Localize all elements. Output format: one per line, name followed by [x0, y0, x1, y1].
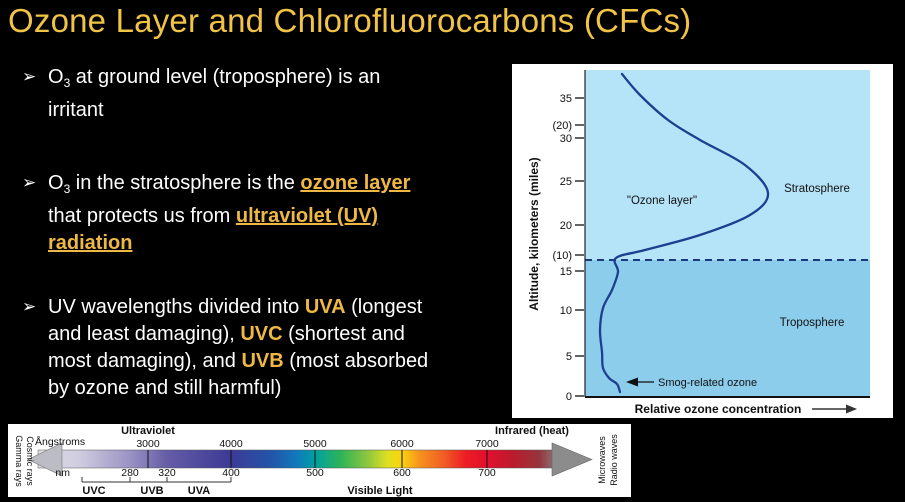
text-run: (most absorbed: [283, 350, 429, 372]
nm-tick-label: 320: [158, 467, 176, 479]
bullet-marker-icon: ➢: [22, 67, 37, 86]
angstrom-unit-label: Ångstroms: [35, 435, 85, 448]
y-axis-label: Altitude, kilometers (miles): [527, 157, 541, 310]
text-run: (shortest and: [282, 323, 405, 345]
x-axis-arrow-head-icon: [846, 404, 857, 414]
bullet-item: ➢ O3 in the stratosphere is the ozone lay…: [22, 170, 410, 257]
text-run: irritant: [48, 99, 104, 121]
text-run: at ground level (troposphere) is an: [70, 66, 381, 88]
infrared-band-label: Infrared (heat): [495, 425, 569, 437]
bullet-line: irritant: [48, 97, 380, 124]
visible-light-label: Visible Light: [347, 485, 413, 497]
highlighted-text: UVC: [240, 323, 283, 345]
y-tick-label: 35: [560, 93, 572, 105]
highlighted-text: ozone layer: [300, 172, 411, 194]
cosmic-rays-label: Cosmic rays: [25, 436, 35, 486]
text-run: (longest: [345, 296, 423, 318]
troposphere-region: [585, 260, 870, 397]
text-run: 3: [63, 182, 71, 196]
em-spectrum: 3000 4000 5000 6000 7000 280 320 400 500 600 700 …: [14, 425, 619, 497]
nm-tick-label: 400: [222, 467, 240, 479]
y-tick-label: (10): [552, 250, 572, 262]
bullet-line: UV wavelengths divided into UVA (longest: [48, 294, 428, 321]
bullet-line: O3 in the stratosphere is the ozone laye…: [48, 170, 410, 203]
bullet-line: by ozone and still harmful): [48, 375, 428, 402]
bullet-item: ➢ UV wavelengths divided into UVA (longes…: [22, 294, 428, 402]
spectrum-bar: [37, 449, 561, 469]
smog-arrow-head-icon: [626, 377, 638, 387]
nm-tick-label: 700: [478, 467, 496, 479]
ozone-concentration-curve: [598, 72, 770, 394]
nm-tick-label: 600: [393, 467, 411, 479]
nm-tick-label: 500: [306, 467, 324, 479]
nm-scale: 280 320 400 500 600 700: [121, 467, 496, 479]
highlighted-text: UVA: [304, 296, 346, 318]
gamma-rays-label: Gamma rays: [14, 435, 24, 487]
uva-label: UVA: [188, 485, 210, 497]
y-tick-label: (20): [552, 120, 572, 132]
bullet-line: that protects us from ultraviolet (UV): [48, 203, 410, 230]
bullet-line: most damaging), and UVB (most absorbed: [48, 348, 428, 375]
nm-unit-label: nm: [55, 467, 70, 479]
bullet-marker-icon: ➢: [22, 173, 37, 192]
ozone-altitude-chart: 35 (20)30 25 20 (10) 15 10 5 0 "Ozone layer" Str…: [527, 70, 870, 416]
text-run: by ozone and still harmful): [48, 377, 282, 399]
text-run: UV wavelengths divided into: [48, 296, 305, 318]
highlighted-text: ultraviolet (UV): [235, 205, 379, 227]
smog-label: Smog-related ozone: [658, 377, 757, 389]
y-axis-ticks: 35 (20)30 25 20 (10) 15 10 5 0: [552, 93, 584, 403]
bullet-line: and least damaging), UVC (shortest and: [48, 321, 428, 348]
angstrom-tick-label: 7000: [475, 438, 499, 450]
bullet-text: UV wavelengths divided into UVA (longest…: [48, 294, 428, 402]
right-arrow-icon: [551, 442, 593, 477]
left-arrow-icon: [27, 442, 63, 477]
y-tick-label: 0: [566, 391, 572, 403]
uvb-label: UVB: [140, 485, 163, 497]
stratosphere-label: Stratosphere: [784, 183, 850, 195]
text-run: and least damaging),: [48, 323, 241, 345]
y-tick-label: 10: [560, 305, 572, 317]
ultraviolet-band-label: Ultraviolet: [121, 425, 175, 437]
troposphere-label: Troposphere: [780, 317, 845, 329]
highlighted-text: radiation: [48, 232, 133, 254]
bullet-item: ➢ O3 at ground level (troposphere) is an i…: [22, 64, 380, 124]
angstrom-tick-label: 3000: [136, 438, 160, 450]
angstrom-scale: 3000 4000 5000 6000 7000: [136, 438, 499, 468]
text-run: O: [48, 172, 64, 194]
angstrom-tick-label: 4000: [219, 438, 243, 450]
text-run: in the stratosphere is the: [70, 172, 301, 194]
bullet-line: O3 at ground level (troposphere) is an: [48, 64, 380, 97]
y-tick-label: 30: [560, 133, 572, 145]
text-run: that protects us from: [48, 205, 236, 227]
uvc-label: UVC: [82, 485, 105, 497]
nm-tick-label: 280: [121, 467, 139, 479]
page-title: Ozone Layer and Chlorofluorocarbons (CFC…: [8, 2, 692, 39]
text-run: most damaging), and: [48, 350, 242, 372]
ozone-layer-label: "Ozone layer": [627, 195, 697, 207]
y-tick-label: 15: [560, 266, 572, 278]
y-tick-label: 25: [560, 176, 572, 188]
microwaves-label: Microwaves: [597, 436, 607, 484]
highlighted-text: UVB: [241, 350, 284, 372]
y-tick-label: 5: [566, 351, 572, 363]
angstrom-tick-label: 5000: [303, 438, 327, 450]
text-run: O: [48, 66, 64, 88]
bullet-text: O3 at ground level (troposphere) is an ir…: [48, 64, 380, 124]
y-tick-label: 20: [560, 220, 572, 232]
ozone-chart-panel: 35 (20) 30 25 20 (10) 15 10 5 0 "Ozone layer" Str…: [512, 64, 893, 418]
bullet-marker-icon: ➢: [22, 297, 37, 316]
stratosphere-region: [585, 70, 870, 260]
bullet-line: radiation: [48, 230, 410, 257]
radio-waves-label: Radio waves: [609, 434, 619, 486]
angstrom-tick-label: 6000: [390, 438, 414, 450]
bullet-text: O3 in the stratosphere is the ozone laye…: [48, 170, 410, 257]
x-axis-label: Relative ozone concentration: [635, 402, 802, 416]
em-spectrum-panel: 3000 4000 5000 6000 7000 280 320 400 500 600 700 …: [8, 424, 631, 497]
text-run: 3: [63, 76, 71, 90]
